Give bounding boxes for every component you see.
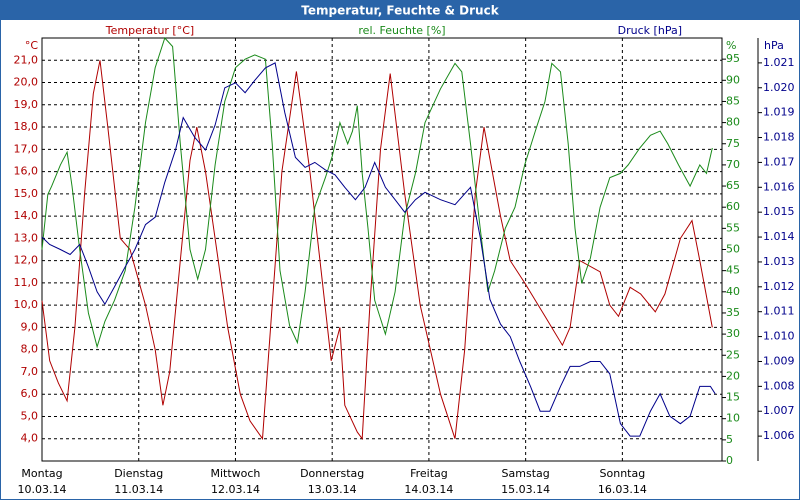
y-tick-label: 17,0	[14, 142, 39, 155]
y2-tick-label: 20	[726, 369, 740, 382]
x-tick-label: Dienstag	[114, 467, 163, 480]
y-tick-label: 10,0	[14, 298, 39, 311]
y2-tick-label: 40	[726, 285, 740, 298]
y2-tick-label: 0	[726, 454, 733, 467]
y2-tick-label: 60	[726, 200, 740, 213]
y3-tick-label: 1.021	[763, 56, 795, 69]
x-date-label: 13.03.14	[308, 483, 357, 496]
series-line	[41, 60, 713, 441]
y-tick-label: 14,0	[14, 209, 39, 222]
y-tick-label: 11,0	[14, 276, 39, 289]
x-tick-label: Samstag	[502, 467, 550, 480]
y2-tick-label: 90	[726, 73, 740, 86]
y3-tick-label: 1.006	[763, 429, 795, 442]
y2-tick-label: 10	[726, 412, 740, 425]
y-tick-label: 5,0	[21, 409, 39, 422]
y2-tick-label: 95	[726, 52, 740, 65]
y3-tick-label: 1.010	[763, 330, 795, 343]
title-bar	[0, 0, 800, 20]
y2-unit: %	[726, 39, 736, 52]
y-label: Temperatur [°C]	[105, 24, 194, 37]
y3-tick-label: 1.019	[763, 106, 795, 119]
y3-tick-label: 1.011	[763, 305, 795, 318]
y-tick-label: 18,0	[14, 120, 39, 133]
y3-tick-label: 1.015	[763, 205, 795, 218]
y-tick-label: 15,0	[14, 187, 39, 200]
y-tick-label: 16,0	[14, 165, 39, 178]
y2-label: rel. Feuchte [%]	[358, 24, 445, 37]
series-line	[41, 62, 716, 437]
y2-tick-label: 45	[726, 264, 740, 277]
y-tick-label: 21,0	[14, 53, 39, 66]
y-tick-label: 20,0	[14, 76, 39, 89]
y3-tick-label: 1.008	[763, 379, 795, 392]
x-tick-label: Montag	[21, 467, 62, 480]
y2-tick-label: 80	[726, 116, 740, 129]
y-tick-label: 8,0	[21, 343, 39, 356]
x-date-label: 10.03.14	[18, 483, 67, 496]
x-date-label: 11.03.14	[114, 483, 163, 496]
y-tick-label: 7,0	[21, 365, 39, 378]
y2-tick-label: 15	[726, 391, 740, 404]
y3-tick-label: 1.007	[763, 404, 795, 417]
chart-title: Temperatur, Feuchte & Druck	[301, 4, 499, 18]
x-date-label: 16.03.14	[598, 483, 647, 496]
y3-label: Druck [hPa]	[618, 24, 682, 37]
x-tick-label: Freitag	[410, 467, 448, 480]
y2-tick-label: 65	[726, 179, 740, 192]
x-date-label: 15.03.14	[501, 483, 550, 496]
y2-tick-label: 5	[726, 433, 733, 446]
y3-tick-label: 1.017	[763, 155, 795, 168]
x-date-label: 12.03.14	[211, 483, 260, 496]
y-tick-label: 13,0	[14, 231, 39, 244]
y-tick-label: 12,0	[14, 254, 39, 267]
y2-tick-label: 55	[726, 221, 740, 234]
y3-tick-label: 1.012	[763, 280, 795, 293]
y-tick-label: 4,0	[21, 432, 39, 445]
y2-tick-label: 85	[726, 94, 740, 107]
y3-tick-label: 1.009	[763, 354, 795, 367]
y-unit: °C	[25, 39, 39, 52]
y2-tick-label: 75	[726, 137, 740, 150]
x-date-label: 14.03.14	[404, 483, 453, 496]
x-tick-label: Donnerstag	[300, 467, 364, 480]
y-tick-label: 19,0	[14, 98, 39, 111]
x-tick-label: Sonntag	[600, 467, 646, 480]
y-tick-label: 6,0	[21, 387, 39, 400]
x-tick-label: Mittwoch	[210, 467, 260, 480]
y-tick-label: 9,0	[21, 320, 39, 333]
y3-tick-label: 1.014	[763, 230, 795, 243]
y2-tick-label: 50	[726, 243, 740, 256]
y2-tick-label: 30	[726, 327, 740, 340]
y2-tick-label: 25	[726, 348, 740, 361]
y3-tick-label: 1.020	[763, 81, 795, 94]
y2-tick-label: 35	[726, 306, 740, 319]
y3-tick-label: 1.018	[763, 131, 795, 144]
y3-tick-label: 1.013	[763, 255, 795, 268]
y3-unit: hPa	[764, 39, 784, 52]
y2-tick-label: 70	[726, 158, 740, 171]
series-line	[41, 37, 713, 349]
y3-tick-label: 1.016	[763, 180, 795, 193]
